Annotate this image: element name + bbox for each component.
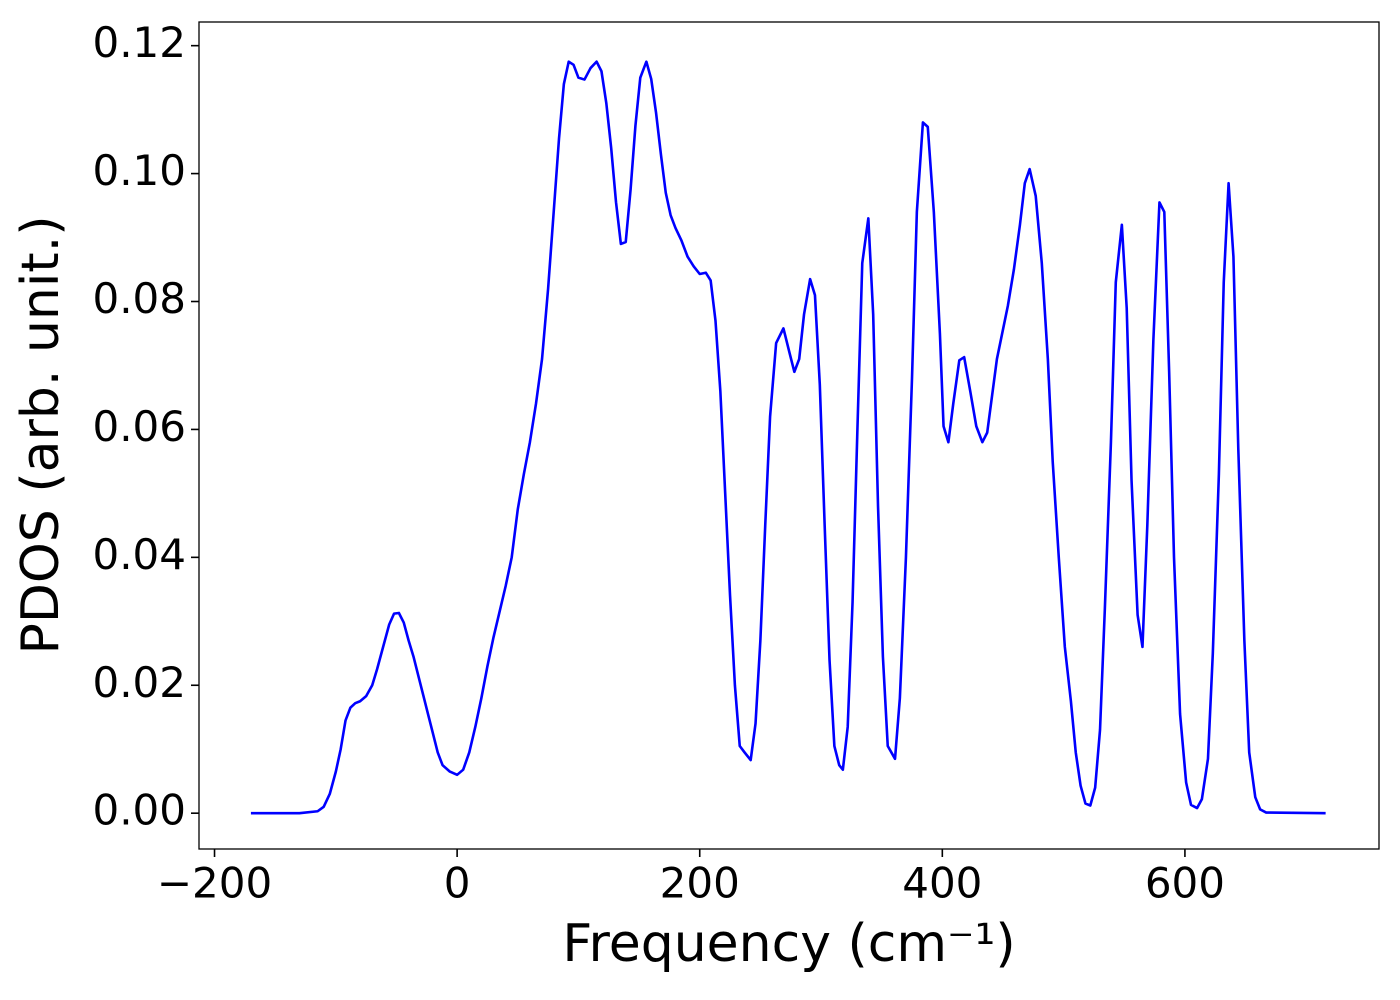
- y-axis-label: PDOS (arb. unit.): [11, 215, 71, 654]
- x-axis-label: Frequency (cm⁻¹): [562, 914, 1015, 974]
- y-tick-label: 0.02: [92, 658, 186, 707]
- x-tick-label: 600: [1145, 859, 1225, 908]
- x-tick-label: 0: [444, 859, 471, 908]
- y-tick-label: 0.04: [92, 530, 186, 579]
- y-tick-label: 0.12: [92, 18, 186, 67]
- x-tick-label: 400: [902, 859, 982, 908]
- data-line: [250, 60, 1326, 815]
- y-tick-label: 0.08: [92, 274, 186, 323]
- y-tick-label: 0.06: [92, 402, 186, 451]
- plot-frame: [198, 21, 1380, 850]
- x-tick-label: 200: [660, 859, 740, 908]
- y-tick-label: 0.10: [92, 146, 186, 195]
- x-tick-label: −200: [157, 859, 272, 908]
- y-tick-label: 0.00: [92, 786, 186, 835]
